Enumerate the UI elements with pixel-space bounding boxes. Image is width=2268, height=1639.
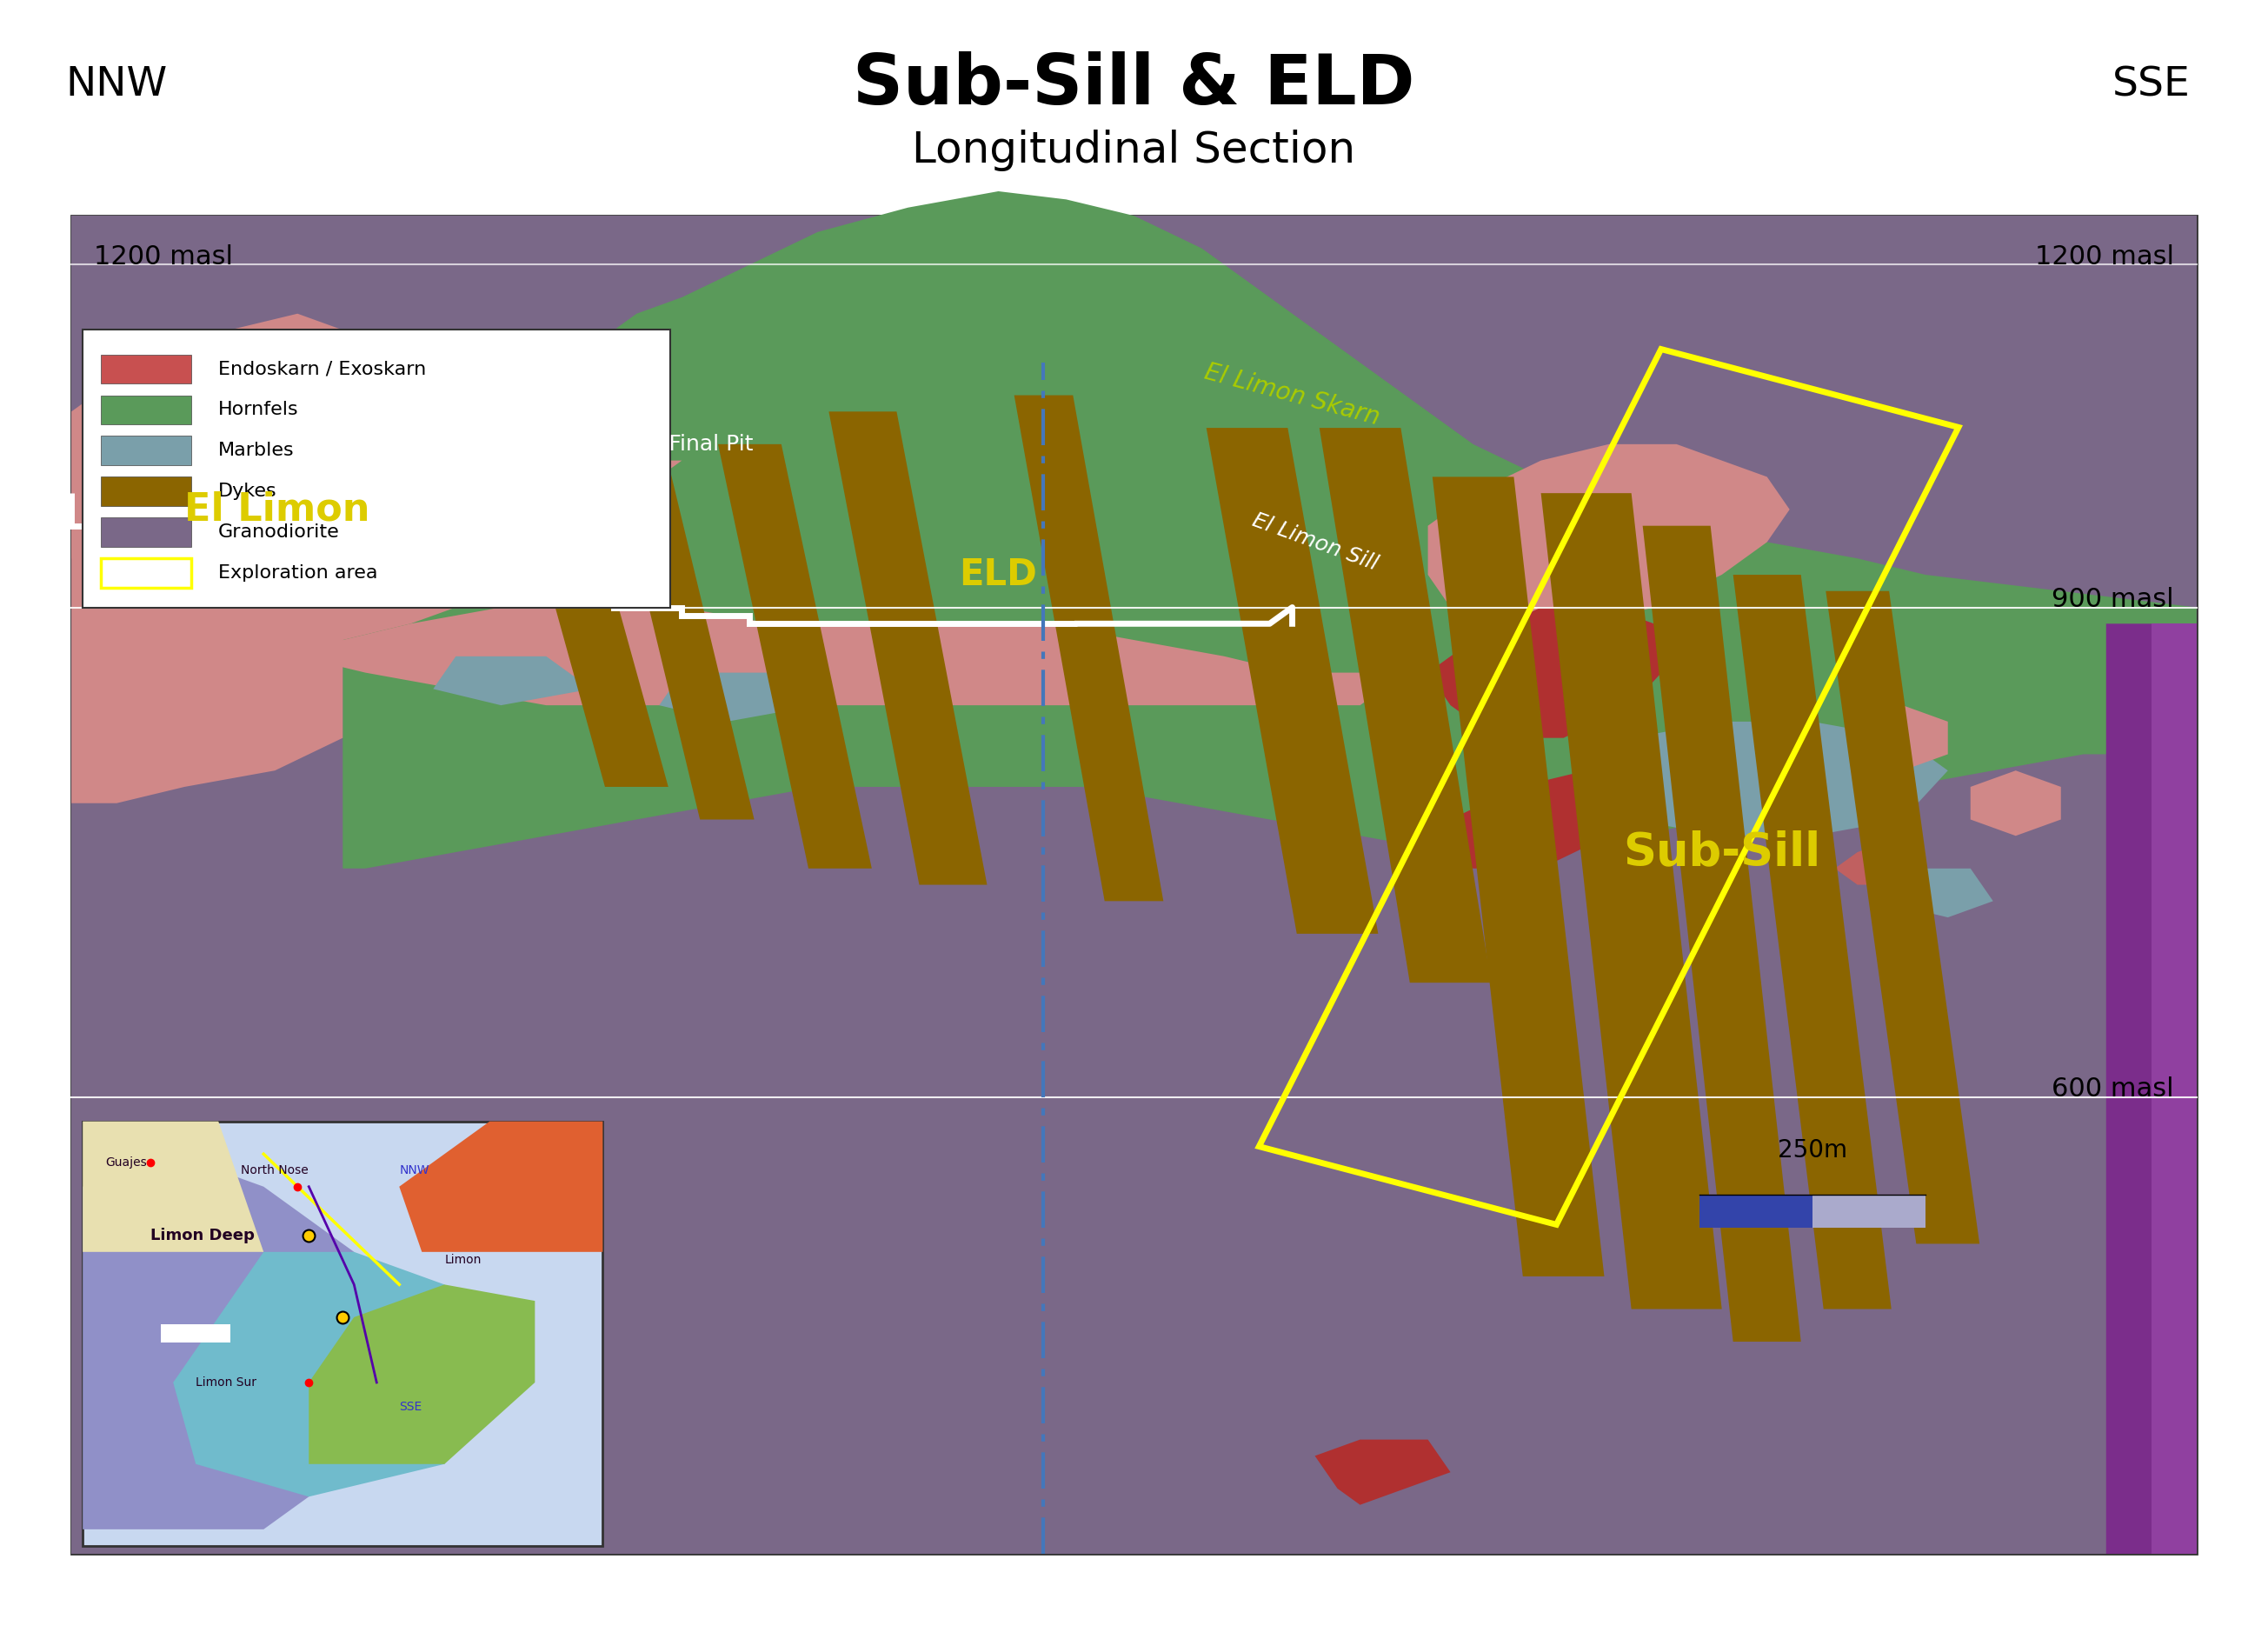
Text: SSE: SSE — [399, 1401, 422, 1413]
Bar — [73, 216, 2195, 1554]
Text: El Limon Sill: El Limon Sill — [1250, 510, 1381, 575]
Polygon shape — [82, 1121, 263, 1252]
Text: 900 masl: 900 masl — [2053, 587, 2175, 611]
Polygon shape — [660, 672, 816, 721]
Text: 250m: 250m — [1778, 1137, 1846, 1162]
Bar — [100, 559, 191, 588]
Bar — [100, 477, 191, 506]
Text: Dykes: Dykes — [218, 484, 277, 500]
Polygon shape — [1429, 444, 1789, 624]
Polygon shape — [1207, 428, 1379, 934]
Polygon shape — [1433, 477, 1603, 1277]
Text: SSE: SSE — [2112, 66, 2191, 105]
Polygon shape — [1835, 836, 1926, 885]
Polygon shape — [1857, 705, 1948, 770]
Text: ELD: ELD — [959, 557, 1036, 593]
Polygon shape — [172, 1252, 490, 1496]
Text: Exploration area: Exploration area — [218, 564, 379, 582]
Text: Limon Deep: Limon Deep — [150, 1228, 254, 1244]
Bar — [1699, 1195, 1926, 1228]
Text: Marbles: Marbles — [218, 443, 295, 459]
Polygon shape — [320, 346, 411, 395]
Text: Sub-Sill & ELD: Sub-Sill & ELD — [853, 51, 1415, 120]
Polygon shape — [1315, 1439, 1452, 1505]
Bar — [100, 395, 191, 425]
Text: Guajes: Guajes — [104, 1155, 147, 1169]
Bar — [100, 436, 191, 465]
Bar — [82, 1121, 603, 1546]
Polygon shape — [399, 1121, 603, 1252]
Polygon shape — [1826, 592, 1980, 1244]
Text: Limon Sur: Limon Sur — [195, 1377, 256, 1388]
Polygon shape — [308, 1285, 535, 1464]
Polygon shape — [1320, 428, 1490, 983]
Bar — [100, 354, 191, 384]
Text: Longitudinal Section: Longitudinal Section — [912, 129, 1356, 172]
Text: 600 masl: 600 masl — [2053, 1077, 2175, 1101]
Text: Endoskarn / Exoskarn: Endoskarn / Exoskarn — [218, 361, 426, 379]
Text: 1200 masl: 1200 masl — [2034, 244, 2175, 269]
Polygon shape — [342, 192, 2195, 869]
Polygon shape — [116, 379, 297, 461]
Polygon shape — [719, 444, 871, 869]
Bar — [82, 329, 671, 608]
Polygon shape — [1585, 721, 1948, 836]
Polygon shape — [73, 411, 342, 803]
Polygon shape — [1642, 526, 1801, 1342]
Polygon shape — [1540, 493, 1721, 1310]
Polygon shape — [828, 411, 987, 885]
Polygon shape — [1733, 575, 1892, 1310]
Text: North Nose: North Nose — [240, 1164, 308, 1177]
Polygon shape — [1429, 770, 1631, 869]
Text: El Limon: El Limon — [184, 490, 370, 528]
Polygon shape — [433, 656, 592, 705]
Text: El Limon Final Pit: El Limon Final Pit — [569, 434, 753, 454]
Text: Sub-Sill: Sub-Sill — [1624, 829, 1821, 875]
Polygon shape — [515, 461, 669, 787]
Polygon shape — [1971, 770, 2062, 836]
Polygon shape — [1429, 608, 1676, 738]
Bar — [100, 518, 191, 547]
Text: 1200 masl: 1200 masl — [93, 244, 234, 269]
Text: Hornfels: Hornfels — [218, 402, 299, 418]
Polygon shape — [2152, 624, 2195, 1554]
Polygon shape — [610, 444, 755, 820]
Bar — [73, 216, 2195, 1554]
Polygon shape — [1880, 869, 1994, 918]
Text: Limon: Limon — [445, 1254, 481, 1267]
Polygon shape — [2107, 624, 2195, 1554]
Bar — [1812, 1195, 1926, 1228]
Polygon shape — [297, 608, 1406, 705]
Text: NNW: NNW — [66, 66, 168, 105]
Text: El Limon Skarn: El Limon Skarn — [1202, 361, 1383, 431]
Text: Granodiorite: Granodiorite — [218, 523, 340, 541]
Polygon shape — [1014, 395, 1163, 901]
Polygon shape — [1563, 575, 1631, 608]
Polygon shape — [82, 1154, 399, 1529]
Text: NNW: NNW — [399, 1164, 429, 1177]
Polygon shape — [73, 313, 683, 639]
Text: Sub-Sill: Sub-Sill — [161, 1326, 229, 1341]
